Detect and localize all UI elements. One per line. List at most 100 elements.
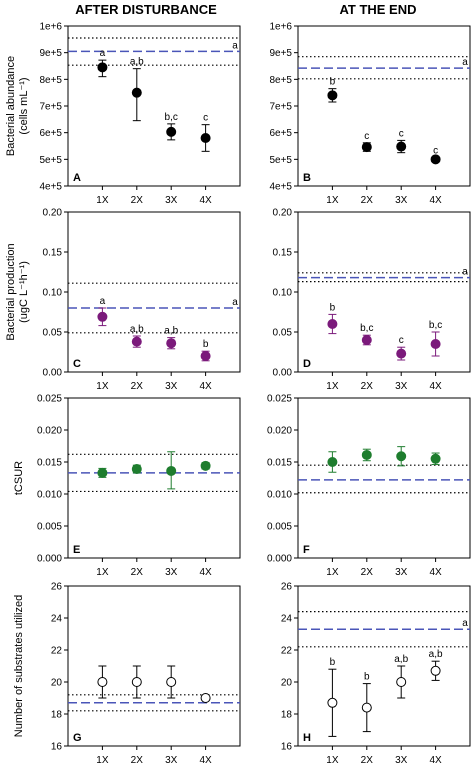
panel-E-ytick-label: 0.010 xyxy=(37,490,62,501)
panel-H-ytick-label: 16 xyxy=(281,742,293,753)
panel-G-frame xyxy=(67,585,241,747)
panel-B: 4e+5 5e+5 6e+5 7e+5 8e+5 9e+5 1e+6 1X 2X 3X 4X a b c c… xyxy=(269,22,471,206)
panel-H-ytick-label: 24 xyxy=(281,614,293,625)
panel-G-ytick-label: 24 xyxy=(51,614,63,625)
panel-H-sig-label: a,b xyxy=(429,649,443,660)
panel-B-frame xyxy=(297,25,471,187)
panel-G-ytick-label: 22 xyxy=(51,646,63,657)
panel-G-ytick-label: 16 xyxy=(51,742,63,753)
row-4-ylabel-line-1: Number of substrates utilized xyxy=(13,595,25,737)
panel-F-ytick-label: 0.010 xyxy=(267,490,292,501)
panel-H-frame xyxy=(297,585,471,747)
panel-F-point xyxy=(361,449,372,460)
panel-A-sig-label: a xyxy=(100,48,106,59)
panel-A-ytick-label: 6e+5 xyxy=(39,128,62,139)
panel-B-xtick-label: 2X xyxy=(361,195,374,206)
panel-D-xtick-label: 3X xyxy=(395,381,408,392)
panel-G-ytick-label: 18 xyxy=(51,710,63,721)
panel-C-sig-label: a xyxy=(100,296,106,307)
panel-B-ytick-label: 7e+5 xyxy=(269,102,292,113)
panel-E: 0.000 0.005 0.010 0.015 0.020 0.025 1X 2X 3X 4X E xyxy=(37,394,241,578)
panel-H-sig-label: b xyxy=(364,672,370,683)
panel-H-ytick-label: 18 xyxy=(281,710,293,721)
panel-D-frame xyxy=(297,211,471,373)
panel-E-xtick-label: 1X xyxy=(96,567,109,578)
panel-D-sig-label: b,c xyxy=(429,320,442,331)
panel-C-ytick-label: 0.05 xyxy=(43,328,63,339)
panel-E-point xyxy=(166,465,177,476)
panel-C-xtick-label: 3X xyxy=(165,381,178,392)
panel-F-ytick-label: 0.015 xyxy=(267,458,292,469)
panel-D: 0.00 0.05 0.10 0.15 0.20 1X 2X 3X 4X a b b,c c b,c D xyxy=(273,208,471,392)
panel-D-xtick-label: 1X xyxy=(326,381,339,392)
panel-A-point xyxy=(97,62,108,73)
panel-G-ytick-label: 20 xyxy=(51,678,63,689)
panel-A-point xyxy=(131,87,142,98)
panel-D-sig-label: b,c xyxy=(360,323,373,334)
panel-H-control-label: a xyxy=(462,618,468,629)
panel-A-xtick-label: 3X xyxy=(165,195,178,206)
panel-B-ytick-label: 9e+5 xyxy=(269,48,292,59)
panel-C-ytick-label: 0.15 xyxy=(43,248,63,259)
panel-D-control-label: a xyxy=(462,267,468,278)
panel-A-ytick-label: 8e+5 xyxy=(39,75,62,86)
panel-B-ytick-label: 6e+5 xyxy=(269,128,292,139)
panel-E-ytick-label: 0.020 xyxy=(37,426,62,437)
panel-E-point xyxy=(131,464,142,475)
panel-H-xtick-label: 3X xyxy=(395,755,408,766)
panel-H-ytick-label: 26 xyxy=(281,582,293,593)
panel-B-xtick-label: 4X xyxy=(429,195,442,206)
panel-A: 4e+5 5e+5 6e+5 7e+5 8e+5 9e+5 1e+6 1X 2X 3X 4X a a a,… xyxy=(39,22,241,206)
panel-C-sig-label: a,b xyxy=(164,326,178,337)
panel-A-point xyxy=(200,133,211,143)
panel-D-point xyxy=(361,335,372,345)
panel-D-xtick-label: 4X xyxy=(429,381,442,392)
panel-F-xtick-label: 4X xyxy=(429,567,442,578)
panel-F-letter: F xyxy=(303,544,310,556)
panel-B-point xyxy=(396,141,407,152)
row-3-ylabel-line-1: tCSUR xyxy=(13,461,25,495)
panel-A-point xyxy=(166,126,177,137)
panel-G-xtick-label: 1X xyxy=(96,755,109,766)
panel-B-sig-label: b xyxy=(330,77,336,88)
panel-D-point xyxy=(430,339,441,349)
panel-H-xtick-label: 4X xyxy=(429,755,442,766)
panel-B-letter: B xyxy=(303,172,311,184)
panel-A-ytick-label: 9e+5 xyxy=(39,48,62,59)
row-1-ylabel-line-2: (cells mL⁻¹) xyxy=(18,77,30,134)
panel-A-ytick-label: 1e+6 xyxy=(39,22,62,33)
panel-C-xtick-label: 4X xyxy=(199,381,212,392)
panel-A-sig-label: a,b xyxy=(130,57,144,68)
col-title-left: AFTER DISTURBANCE xyxy=(75,2,217,17)
panel-D-ytick-label: 0.10 xyxy=(273,288,293,299)
panel-B-point xyxy=(327,90,338,101)
panel-C-letter: C xyxy=(73,358,81,370)
panel-G: 16 18 20 22 24 26 1X 2X 3X 4X G xyxy=(51,582,241,766)
panel-E-letter: E xyxy=(73,544,80,556)
panel-C-sig-label: a,b xyxy=(130,324,144,335)
panel-H-point xyxy=(430,665,441,676)
panel-H-letter: H xyxy=(303,732,311,744)
panel-B-ytick-label: 4e+5 xyxy=(269,182,292,193)
panel-C-xtick-label: 1X xyxy=(96,381,109,392)
panel-F-point xyxy=(327,457,338,467)
panel-H-ytick-label: 20 xyxy=(281,678,293,689)
panel-F-ytick-label: 0.025 xyxy=(267,394,292,405)
panel-E-point xyxy=(97,467,108,478)
panel-A-sig-label: c xyxy=(203,113,208,124)
panel-C-point xyxy=(131,336,142,347)
panel-F-xtick-label: 3X xyxy=(395,567,408,578)
panel-E-ytick-label: 0.025 xyxy=(37,394,62,405)
panel-H-ytick-label: 22 xyxy=(281,646,293,657)
col-title-right: AT THE END xyxy=(339,2,416,17)
panel-C-sig-label: b xyxy=(203,339,209,350)
panel-B-ytick-label: 5e+5 xyxy=(269,155,292,166)
panel-C-frame xyxy=(67,211,241,373)
row-1-ylabel-line-1: Bacterial abundance xyxy=(5,56,17,156)
row-2-ylabel-line-1: Bacterial production xyxy=(5,243,17,340)
panel-C-point xyxy=(166,338,177,349)
panel-H-point xyxy=(327,697,338,708)
panel-B-point xyxy=(361,142,372,153)
panel-A-ytick-label: 4e+5 xyxy=(39,182,62,193)
panel-F-point xyxy=(430,453,441,464)
